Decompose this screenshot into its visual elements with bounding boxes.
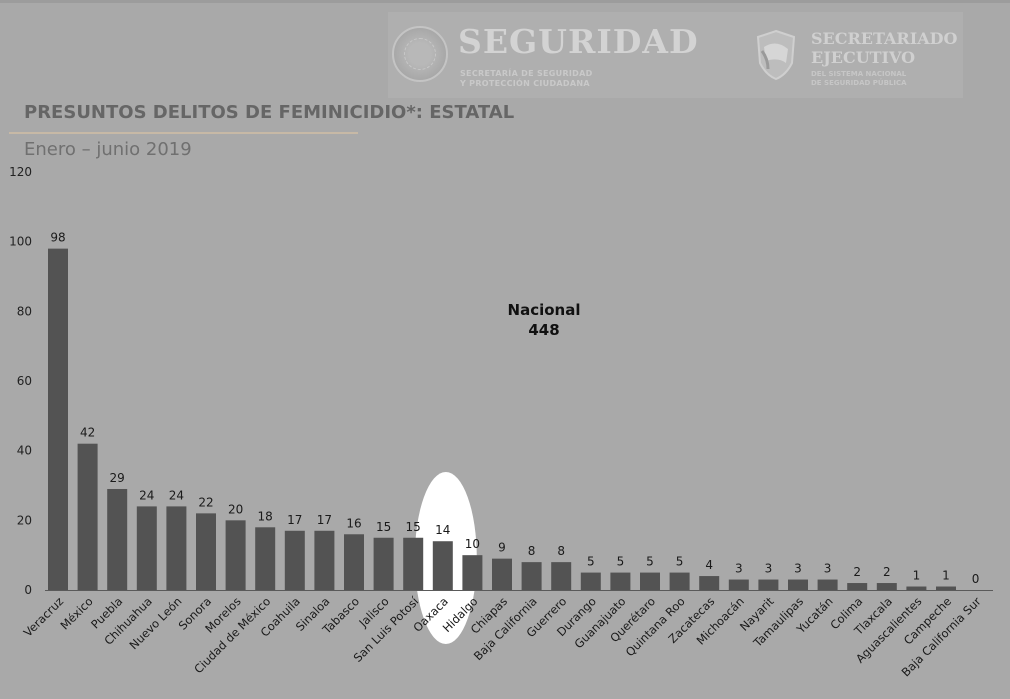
bar	[640, 572, 660, 590]
data-label: 2	[853, 565, 861, 579]
bar	[551, 562, 572, 590]
sesnsp-subtitle: DEL SISTEMA NACIONAL DE SEGURIDAD PÚBLIC…	[811, 70, 907, 88]
bar	[314, 530, 335, 590]
data-label: 8	[557, 544, 565, 558]
data-label: 24	[169, 488, 184, 502]
bar	[521, 562, 542, 590]
bar	[758, 579, 779, 590]
bar	[788, 579, 808, 590]
data-label: 5	[676, 555, 684, 569]
bar	[255, 527, 276, 590]
bar	[403, 537, 424, 590]
data-label: 15	[376, 520, 391, 534]
national-total: Nacional 448	[484, 300, 604, 340]
data-label: 8	[528, 544, 536, 558]
bar	[107, 488, 128, 590]
data-label: 15	[406, 520, 421, 534]
data-label: 5	[587, 555, 595, 569]
seguridad-subtitle-line1: SECRETARÍA DE SEGURIDAD	[460, 69, 593, 78]
data-label: 3	[824, 562, 832, 576]
bar	[906, 586, 927, 590]
data-label: 9	[498, 541, 506, 555]
bar	[344, 534, 364, 590]
data-label: 16	[346, 516, 361, 530]
data-label: 5	[617, 555, 625, 569]
bar	[166, 506, 187, 590]
data-label: 24	[139, 488, 154, 502]
data-label: 1	[942, 569, 950, 583]
bar	[669, 572, 690, 590]
bar	[373, 537, 394, 590]
data-label: 29	[110, 471, 125, 485]
top-border	[0, 0, 1010, 3]
bar	[225, 520, 246, 590]
data-label: 18	[258, 509, 273, 523]
bar	[847, 583, 868, 590]
bar	[284, 530, 305, 590]
data-label: 1	[913, 569, 921, 583]
data-label: 17	[287, 513, 302, 527]
bar	[728, 579, 749, 590]
bar	[136, 506, 157, 590]
data-label: 4	[705, 558, 713, 572]
y-tick-label: 20	[17, 513, 32, 527]
bar	[492, 558, 512, 590]
chart-subtitle: Enero – junio 2019	[24, 139, 192, 160]
y-tick-label: 40	[17, 444, 32, 458]
seal-ring	[404, 38, 436, 70]
y-tick-label: 0	[24, 583, 32, 597]
bar	[77, 443, 98, 590]
data-label: 42	[80, 426, 95, 440]
bar	[580, 572, 601, 590]
bar	[817, 579, 838, 590]
title-underline	[9, 132, 358, 134]
data-label: 3	[765, 562, 773, 576]
data-label: 10	[465, 537, 480, 551]
y-tick-label: 120	[9, 165, 32, 179]
y-tick-label: 100	[9, 235, 32, 249]
bar	[610, 572, 631, 590]
sesnsp-title-line2: EJECUTIVO	[811, 48, 916, 67]
sesnsp-title: SECRETARIADO EJECUTIVO	[811, 29, 957, 67]
data-label: 3	[794, 562, 802, 576]
data-label: 22	[198, 495, 213, 509]
data-label: 14	[435, 523, 450, 537]
data-label: 17	[317, 513, 332, 527]
data-label: 20	[228, 502, 243, 516]
bar	[196, 513, 216, 590]
bar	[936, 586, 956, 590]
data-label: 2	[883, 565, 891, 579]
bar	[699, 576, 720, 590]
seguridad-title: SEGURIDAD	[458, 22, 699, 61]
y-tick-label: 80	[17, 304, 32, 318]
data-label: 3	[735, 562, 743, 576]
sesnsp-title-line1: SECRETARIADO	[811, 29, 958, 48]
seguridad-subtitle: SECRETARÍA DE SEGURIDAD Y PROTECCIÓN CIU…	[460, 69, 593, 89]
national-total-value: 448	[528, 321, 560, 339]
data-label: 0	[972, 572, 980, 586]
y-tick-label: 60	[17, 374, 32, 388]
sesnsp-subtitle-line1: DEL SISTEMA NACIONAL	[811, 70, 907, 78]
sesnsp-shield-icon	[756, 29, 796, 81]
bar	[876, 583, 897, 590]
data-label: 98	[50, 231, 65, 245]
mexico-seal-icon	[392, 26, 448, 82]
national-total-label: Nacional	[507, 301, 581, 319]
bar	[462, 555, 483, 590]
bar	[48, 248, 68, 590]
chart-title: PRESUNTOS DELITOS DE FEMINICIDIO*: ESTAT…	[24, 102, 515, 123]
sesnsp-subtitle-line2: DE SEGURIDAD PÚBLICA	[811, 79, 907, 87]
category-label: México	[57, 594, 95, 632]
category-label: Veracruz	[21, 594, 66, 639]
data-label: 5	[646, 555, 654, 569]
bar	[432, 541, 453, 590]
header-logos	[388, 12, 963, 98]
seguridad-subtitle-line2: Y PROTECCIÓN CIUDADANA	[460, 79, 590, 88]
